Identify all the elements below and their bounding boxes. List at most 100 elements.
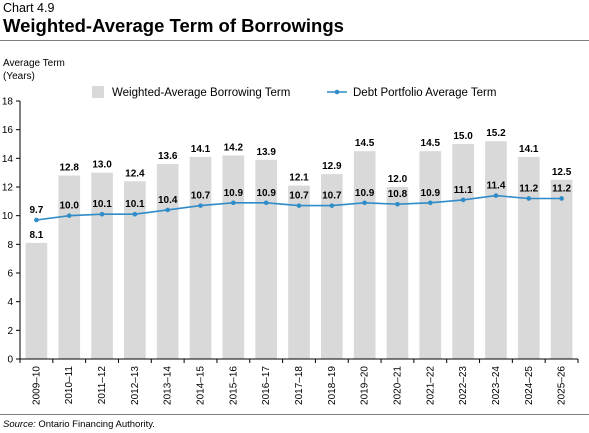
y-axis-title: (Years) <box>3 71 35 82</box>
bar-value-label: 12.9 <box>322 161 342 172</box>
bar-value-label: 8.1 <box>29 230 43 241</box>
bar-value-label: 13.9 <box>256 147 276 158</box>
line-point <box>493 193 499 198</box>
line-point <box>132 211 138 217</box>
chart-title: Weighted-Average Term of Borrowings <box>3 15 344 36</box>
bar-value-label: 15.2 <box>486 128 506 139</box>
chart-number: Chart 4.9 <box>3 1 55 15</box>
line-value-label: 11.2 <box>519 183 538 194</box>
bar <box>91 172 113 359</box>
bar <box>517 156 540 359</box>
bar <box>222 155 245 359</box>
x-tick-label: 2025–26 <box>557 366 568 405</box>
bar <box>386 187 409 359</box>
line-point <box>99 211 105 217</box>
line-point <box>263 200 269 206</box>
y-tick-label: 10 <box>2 211 14 222</box>
bar <box>550 179 573 359</box>
x-tick-label: 2012–13 <box>130 366 141 405</box>
line-value-label: 10.9 <box>421 188 441 199</box>
bar <box>124 181 146 359</box>
legend-label-line: Debt Portfolio Average Term <box>353 87 496 99</box>
line-point <box>395 201 400 207</box>
x-tick-label: 2010–11 <box>64 366 75 405</box>
source-text: Ontario Financing Authority. <box>35 419 155 430</box>
footer-rule <box>0 414 589 415</box>
line-value-label: 11.2 <box>552 183 571 194</box>
line-value-label: 10.8 <box>388 189 408 200</box>
line-value-label: 11.4 <box>486 181 505 192</box>
line-value-label: 10.9 <box>256 188 276 199</box>
x-tick-label: 2009–10 <box>31 366 42 405</box>
bar <box>255 159 278 359</box>
legend-marker-line <box>334 89 340 95</box>
line-value-label: 10.4 <box>158 195 178 206</box>
bar <box>353 151 376 359</box>
line-point <box>526 196 532 201</box>
x-tick-label: 2013–14 <box>163 366 174 405</box>
line-point <box>427 200 433 206</box>
bar <box>58 175 81 359</box>
x-tick-label: 2017–18 <box>294 366 305 405</box>
line-value-label: 10.9 <box>355 188 375 199</box>
x-tick-label: 2019–20 <box>360 366 371 405</box>
line-point <box>296 203 302 208</box>
line-value-label: 9.7 <box>29 205 43 216</box>
x-tick-label: 2014–15 <box>196 366 207 405</box>
bar <box>419 151 442 359</box>
y-tick-label: 4 <box>7 297 13 308</box>
bar-value-label: 12.8 <box>60 163 80 174</box>
line-point <box>559 196 564 201</box>
line-value-label: 11.1 <box>454 185 473 196</box>
bar <box>485 141 507 359</box>
bar-value-label: 14.1 <box>519 144 539 155</box>
legend-label-bar: Weighted-Average Borrowing Term <box>112 87 290 99</box>
bar-value-label: 14.1 <box>191 144 211 155</box>
bar <box>189 156 212 359</box>
x-tick-label: 2021–22 <box>425 366 436 405</box>
line-value-label: 10.0 <box>60 201 80 212</box>
source-note: Source: Ontario Financing Authority. <box>3 419 155 430</box>
y-tick-label: 16 <box>2 125 14 136</box>
bar-value-label: 12.1 <box>289 173 309 184</box>
bar-value-label: 12.0 <box>388 174 408 185</box>
line-point <box>198 203 203 208</box>
bar-value-label: 14.5 <box>421 138 441 149</box>
bar-value-label: 12.4 <box>125 168 145 179</box>
y-tick-label: 12 <box>2 183 14 194</box>
y-tick-label: 18 <box>2 97 14 108</box>
line-value-label: 10.1 <box>125 199 145 210</box>
line-value-label: 10.1 <box>92 199 112 210</box>
line-point <box>329 203 335 208</box>
title-rule <box>0 40 589 41</box>
bar-value-label: 12.5 <box>552 167 572 178</box>
bar <box>452 144 474 359</box>
chart-plot: Average Term (Years) 0 2 4 6 8 10 12 14 16 18 2009–1… <box>2 58 579 405</box>
bar <box>25 242 48 359</box>
line-value-label: 10.7 <box>191 191 211 202</box>
y-tick-label: 0 <box>7 355 13 366</box>
line-point <box>460 197 466 203</box>
bar <box>156 164 179 359</box>
line-point <box>165 207 171 213</box>
y-tick-label: 6 <box>7 269 13 280</box>
y-tick-label: 2 <box>7 326 13 337</box>
x-tick-label: 2016–17 <box>261 366 272 405</box>
bar-value-label: 13.0 <box>92 160 112 171</box>
x-tick-label: 2022–23 <box>458 366 469 405</box>
y-axis-title: Average Term <box>3 58 65 69</box>
x-tick-label: 2011–12 <box>97 366 108 405</box>
line-value-label: 10.9 <box>224 188 244 199</box>
line-point <box>362 200 367 206</box>
bar-value-label: 14.2 <box>224 142 244 153</box>
y-tick-label: 14 <box>2 154 14 165</box>
line-value-label: 10.7 <box>289 191 309 202</box>
source-label: Source: <box>3 419 36 430</box>
x-tick-label: 2018–19 <box>327 366 338 405</box>
legend-swatch-bar <box>92 86 104 98</box>
bar <box>320 174 343 359</box>
bar-value-label: 13.6 <box>158 151 178 162</box>
x-tick-label: 2023–24 <box>491 366 502 405</box>
line-point <box>66 213 72 218</box>
chart-header: Chart 4.9 Weighted-Average Term of Borro… <box>3 1 588 37</box>
